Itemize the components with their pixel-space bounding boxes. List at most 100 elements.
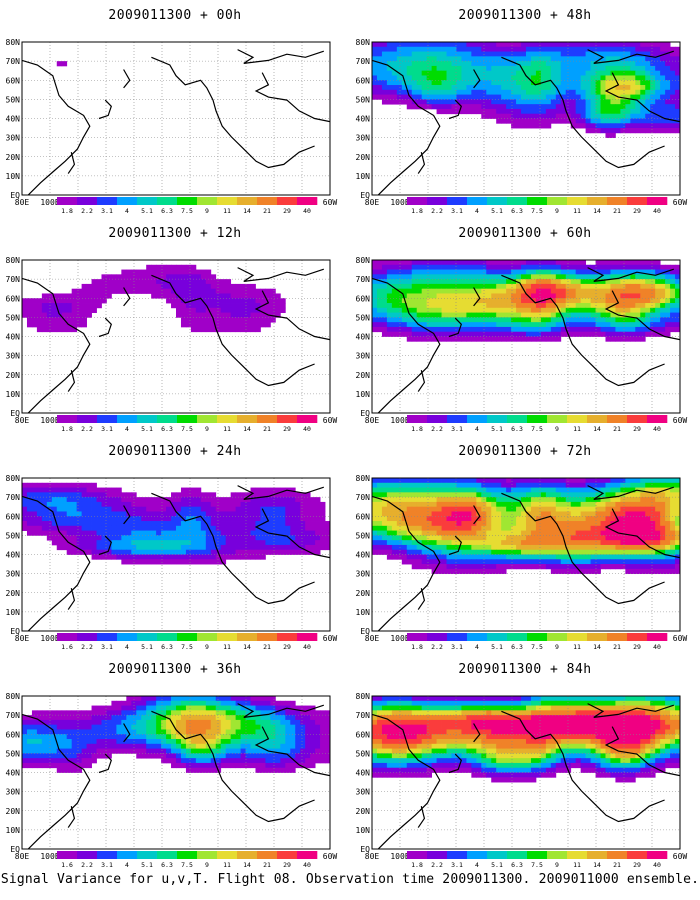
field-cell (511, 307, 517, 313)
y-tick-label: 40N (6, 551, 21, 560)
field-cell (526, 61, 532, 67)
field-cell (131, 535, 137, 541)
colorbar-label: 6.3 (161, 861, 173, 869)
field-cell (180, 506, 187, 512)
field-cell (456, 279, 462, 285)
field-cell (615, 331, 621, 337)
field-cell (560, 279, 567, 285)
field-cell (270, 715, 276, 721)
field-cell (555, 264, 562, 270)
field-cell (76, 497, 83, 503)
field-cell (441, 322, 447, 328)
field-cell (205, 724, 212, 730)
field-cell (501, 264, 507, 270)
field-cell (141, 506, 147, 512)
field-cell (386, 51, 393, 57)
field-cell (386, 274, 393, 280)
field-cell (486, 303, 492, 309)
field-cell (610, 336, 616, 342)
field-cell (96, 554, 102, 560)
field-cell (76, 501, 83, 508)
field-cell (466, 492, 472, 498)
field-cell (220, 283, 227, 290)
field-cell (605, 132, 611, 139)
field-cell (501, 331, 507, 337)
field-cell (166, 530, 172, 536)
field-cell (161, 739, 167, 745)
field-cell (131, 734, 137, 740)
colorbar-swatch (447, 197, 468, 205)
field-cell (255, 322, 261, 328)
field-cell (560, 288, 567, 294)
field-cell (585, 80, 591, 86)
field-cell (161, 279, 167, 285)
field-cell (372, 326, 378, 333)
field-cell (516, 492, 522, 498)
field-cell (41, 492, 48, 498)
field-cell (381, 298, 388, 304)
field-cell (545, 307, 552, 313)
field-cell (610, 331, 616, 337)
field-cell (171, 264, 177, 270)
colorbar-label: 3.1 (101, 643, 113, 651)
field-cell (26, 322, 33, 328)
field-cell (521, 274, 527, 280)
field-cell (86, 753, 92, 759)
field-cell (625, 118, 631, 124)
field-cell (185, 288, 192, 294)
field-cell (446, 89, 452, 95)
field-cell (620, 288, 626, 294)
field-cell (171, 734, 177, 740)
field-cell (516, 478, 522, 484)
field-cell (41, 734, 48, 740)
field-cell (200, 762, 207, 769)
field-cell (131, 743, 137, 749)
field-cell (461, 312, 467, 318)
plot-frame (371, 259, 681, 414)
field-cell (580, 99, 587, 105)
field-cell (176, 696, 182, 702)
field-cell (620, 65, 626, 72)
field-cell (381, 283, 388, 290)
field-cell (195, 516, 202, 522)
y-tick-label: 80N (6, 38, 21, 47)
field-cell (230, 497, 237, 503)
field-cell (506, 94, 512, 100)
field-cell (491, 487, 497, 493)
field-cell (41, 758, 48, 764)
field-cell (180, 288, 187, 294)
field-cell (466, 274, 472, 280)
field-cell (255, 516, 261, 522)
field-cell (486, 326, 492, 333)
field-cell (240, 710, 246, 716)
field-cell (141, 705, 147, 711)
y-tick-label: 70N (6, 711, 21, 720)
field-cell (461, 274, 467, 280)
field-cell (275, 544, 281, 551)
field-cell (381, 65, 388, 72)
field-cell (466, 269, 472, 275)
field-cell (560, 487, 567, 493)
field-cell (640, 478, 646, 484)
field-cell (195, 748, 202, 754)
field-cell (200, 739, 207, 745)
field-cell (225, 530, 232, 536)
field-cell (116, 724, 122, 730)
field-cell (386, 288, 393, 294)
field-cell (585, 113, 591, 119)
field-cell (225, 743, 232, 749)
field-cell (391, 89, 398, 95)
field-cell (436, 283, 442, 290)
field-cell (645, 288, 651, 294)
field-cell (565, 312, 572, 318)
field-cell (466, 298, 472, 304)
field-cell (225, 279, 232, 285)
field-cell (396, 303, 403, 309)
field-cell (471, 104, 477, 110)
field-cell (416, 312, 423, 318)
field-cell (190, 762, 197, 769)
field-cell (521, 497, 527, 503)
field-cell (36, 521, 43, 527)
field-cell (230, 535, 237, 541)
colorbar-label: 3.1 (101, 861, 113, 869)
